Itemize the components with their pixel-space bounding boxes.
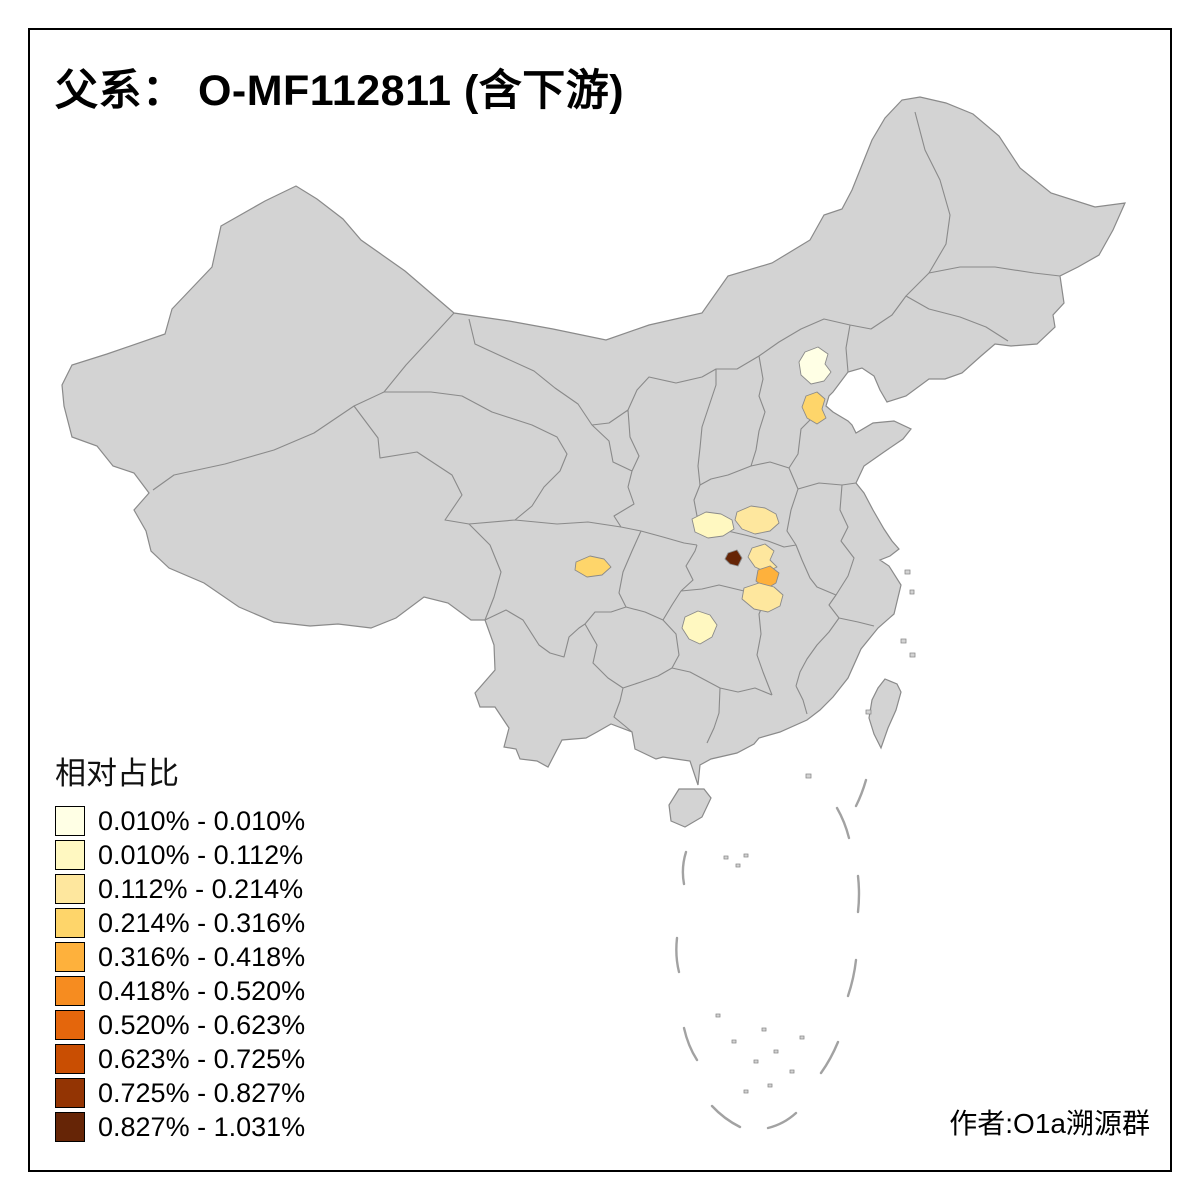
legend-item: 0.112% - 0.214% [55, 874, 305, 904]
legend-item-label: 0.316% - 0.418% [98, 941, 306, 972]
map-title: 父系： O-MF112811 (含下游) [55, 67, 625, 115]
legend-item-label: 0.418% - 0.520% [98, 975, 306, 1006]
legend-items: 0.010% - 0.010% 0.010% - 0.112% 0.112% - 0… [55, 806, 305, 1142]
nine-dash-line [675, 778, 868, 1130]
highlight-region-10 [681, 610, 718, 645]
legend-item: 0.623% - 0.725% [55, 1044, 305, 1074]
legend-swatch [55, 1010, 85, 1040]
legend-swatch [55, 1112, 85, 1142]
legend-item-label: 0.010% - 0.112% [98, 839, 304, 870]
legend-swatch [55, 908, 85, 938]
legend-item: 0.418% - 0.520% [55, 976, 305, 1006]
hainan-island [668, 788, 712, 828]
legend-item: 0.010% - 0.112% [55, 840, 305, 870]
highlight-region-7 [724, 549, 743, 567]
legend-item-label: 0.623% - 0.725% [98, 1043, 306, 1074]
legend-item-label: 0.112% - 0.214% [98, 873, 304, 904]
highlight-regions [574, 346, 832, 645]
south-china-sea-islands [715, 853, 805, 1094]
highlight-region-8 [741, 582, 784, 613]
legend-swatch [55, 976, 85, 1006]
coastal-islets [805, 569, 916, 779]
legend-item: 0.725% - 0.827% [55, 1078, 305, 1108]
legend-item: 0.520% - 0.623% [55, 1010, 305, 1040]
taiwan-island [868, 678, 902, 750]
legend-swatch [55, 806, 85, 836]
highlight-region-6 [755, 565, 780, 590]
legend-item-label: 0.214% - 0.316% [98, 907, 306, 938]
highlight-region-2 [801, 391, 827, 425]
china-mainland [61, 96, 1126, 786]
legend-title: 相对占比 [55, 756, 179, 791]
highlight-region-9 [574, 555, 612, 578]
legend-swatch [55, 942, 85, 972]
legend-swatch [55, 1044, 85, 1074]
legend-swatch [55, 1078, 85, 1108]
legend-item-label: 0.827% - 1.031% [98, 1111, 306, 1142]
legend-swatch [55, 874, 85, 904]
legend: 相对占比 0.010% - 0.010% 0.010% - 0.112% 0.112… [55, 748, 305, 1146]
highlight-region-5 [747, 543, 778, 573]
legend-item-label: 0.725% - 0.827% [98, 1077, 306, 1108]
legend-item: 0.316% - 0.418% [55, 942, 305, 972]
highlight-region-4 [734, 505, 780, 535]
legend-item: 0.010% - 0.010% [55, 806, 305, 836]
legend-item-label: 0.520% - 0.623% [98, 1009, 306, 1040]
province-borders [152, 111, 1061, 744]
legend-item: 0.827% - 1.031% [55, 1112, 305, 1142]
highlight-region-3 [691, 511, 735, 539]
legend-item-label: 0.010% - 0.010% [98, 805, 306, 836]
legend-swatch [55, 840, 85, 870]
attribution: 作者:O1a溯源群 [949, 1108, 1150, 1139]
legend-item: 0.214% - 0.316% [55, 908, 305, 938]
highlight-region-1 [798, 346, 832, 385]
